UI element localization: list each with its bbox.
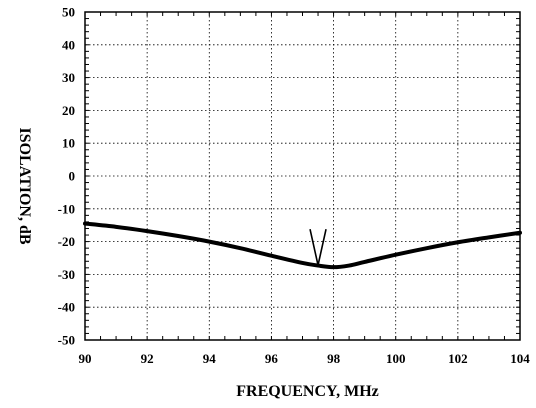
- y-tick-label: 50: [62, 5, 75, 20]
- y-tick-label: 20: [62, 103, 75, 118]
- y-tick-label: -50: [58, 333, 75, 348]
- y-tick-label: 40: [62, 37, 75, 52]
- y-tick-label: -40: [58, 300, 75, 315]
- y-tick-label: -10: [58, 201, 75, 216]
- annotation-layer: [309, 229, 327, 266]
- y-axis-label: ISOLATION, dB: [16, 127, 33, 244]
- y-tick-label: -20: [58, 234, 75, 249]
- grid: [85, 12, 520, 340]
- x-tick-label: 102: [448, 351, 468, 366]
- y-tick-label: 30: [62, 70, 75, 85]
- x-tick-label: 94: [203, 351, 217, 366]
- y-tick-labels: 50 40 30 20 10 0 -10 -20 -30 -40 -50: [58, 5, 75, 348]
- x-tick-labels: 90 92 94 96 98 100 102 104: [79, 351, 531, 366]
- y-tick-label: 10: [62, 136, 75, 151]
- tick-marks: [84, 11, 521, 341]
- y-tick-label: 0: [69, 169, 76, 184]
- series-layer: [83, 221, 522, 270]
- x-tick-label: 104: [510, 351, 530, 366]
- x-tick-label: 92: [141, 351, 154, 366]
- isolation-curve: [83, 221, 522, 270]
- x-axis-label: FREQUENCY, MHz: [236, 383, 379, 400]
- x-tick-label: 98: [327, 351, 341, 366]
- x-tick-label: 96: [265, 351, 279, 366]
- arrow-marker: [309, 229, 327, 266]
- x-tick-label: 100: [386, 351, 406, 366]
- y-tick-label: -30: [58, 267, 75, 282]
- x-tick-label: 90: [79, 351, 92, 366]
